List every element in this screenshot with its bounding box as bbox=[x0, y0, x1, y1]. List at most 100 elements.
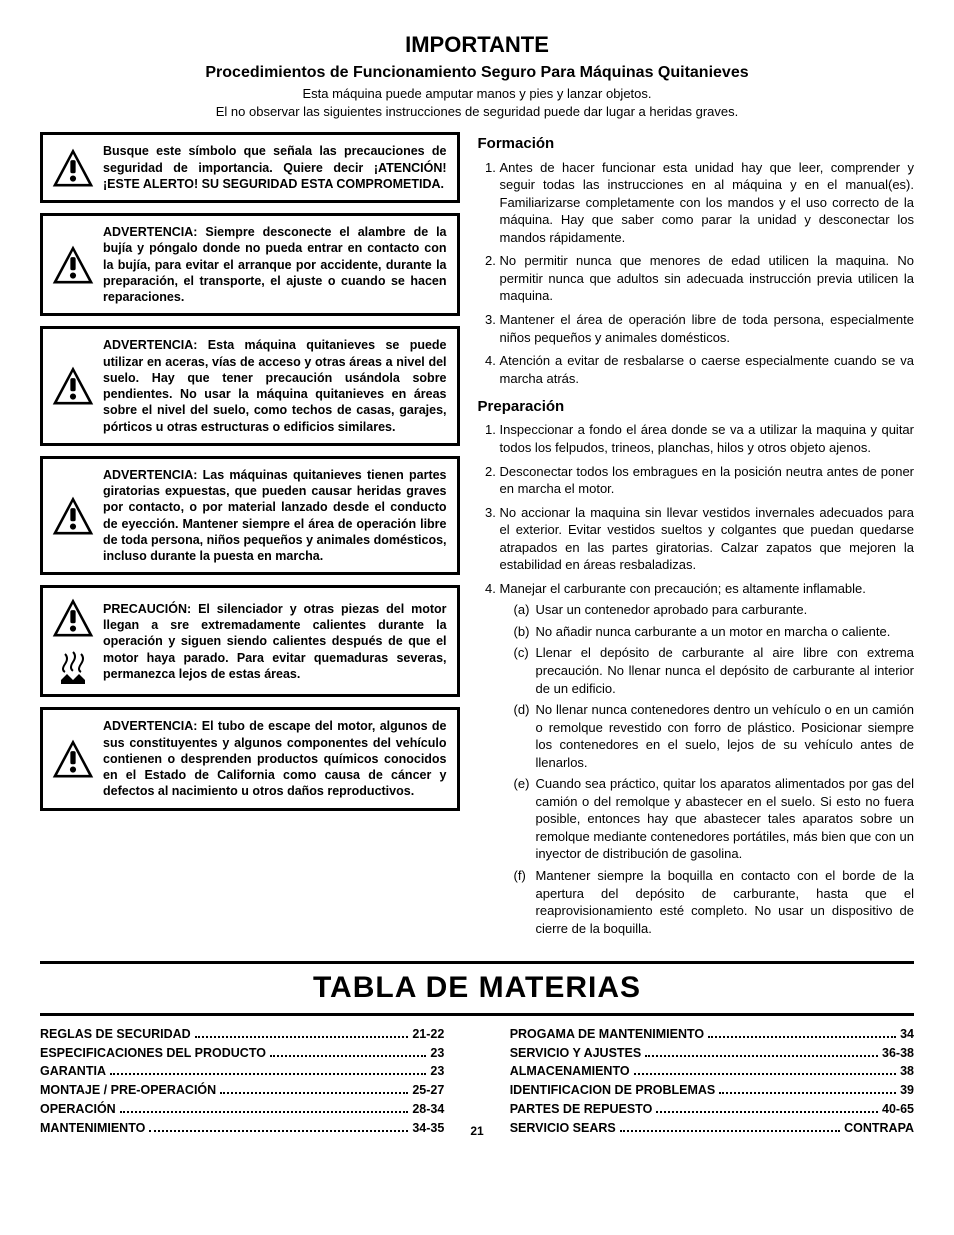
warning-icon-column bbox=[51, 243, 95, 287]
toc-label: REGLAS DE SECURIDAD bbox=[40, 1026, 191, 1043]
page-number: 21 bbox=[470, 1123, 483, 1139]
toc-page: 34-35 bbox=[412, 1120, 444, 1137]
preparacion-item: No accionar la maquina sin llevar vestid… bbox=[500, 504, 914, 574]
warning-triangle-icon bbox=[51, 494, 95, 538]
toc-row: SERVICIO Y AJUSTES 36-38 bbox=[510, 1045, 914, 1062]
warning-icon-column bbox=[51, 364, 95, 408]
toc-row: MONTAJE / PRE-OPERACIÓN 25-27 bbox=[40, 1082, 444, 1099]
toc-label: SERVICIO Y AJUSTES bbox=[510, 1045, 642, 1062]
formacion-heading: Formación bbox=[478, 134, 914, 154]
toc-dots bbox=[270, 1055, 426, 1057]
preparacion-subitem: (d)No llenar nunca contenedores dentro u… bbox=[514, 701, 914, 771]
preparacion-item: Manejar el carburante con precaución; es… bbox=[500, 580, 914, 937]
toc-dots bbox=[645, 1055, 878, 1057]
header-line-1: Esta máquina puede amputar manos y pies … bbox=[40, 85, 914, 103]
toc-label: GARANTIA bbox=[40, 1063, 106, 1080]
toc-row: REGLAS DE SECURIDAD 21-22 bbox=[40, 1026, 444, 1043]
warning-triangle-icon bbox=[51, 737, 95, 781]
toc-dots bbox=[634, 1073, 897, 1075]
header-line-2: El no observar las siguientes instruccio… bbox=[40, 103, 914, 121]
toc-dots bbox=[708, 1036, 896, 1038]
preparacion-heading: Preparación bbox=[478, 397, 914, 417]
toc-label: ALMACENAMIENTO bbox=[510, 1063, 630, 1080]
toc-page: 40-65 bbox=[882, 1101, 914, 1118]
toc-page: 21-22 bbox=[412, 1026, 444, 1043]
toc-page: 34 bbox=[900, 1026, 914, 1043]
toc-row: GARANTIA 23 bbox=[40, 1063, 444, 1080]
preparacion-sublist: (a)Usar un contenedor aprobado para carb… bbox=[500, 601, 914, 937]
document-header: IMPORTANTE Procedimientos de Funcionamie… bbox=[40, 30, 914, 120]
main-columns: Busque este símbolo que señala las preca… bbox=[40, 132, 914, 947]
formacion-item: Atención a evitar de resbalarse o caerse… bbox=[500, 352, 914, 387]
warning-box: ADVERTENCIA: Esta máquina quitanieves se… bbox=[40, 326, 460, 446]
divider-bottom bbox=[40, 1013, 914, 1016]
warning-box: ADVERTENCIA: El tubo de escape del motor… bbox=[40, 707, 460, 810]
warning-icon-column bbox=[51, 494, 95, 538]
warning-icon-column bbox=[51, 737, 95, 781]
warning-triangle-icon bbox=[51, 364, 95, 408]
toc-page: 38 bbox=[900, 1063, 914, 1080]
toc-page: 39 bbox=[900, 1082, 914, 1099]
toc-row: OPERACIÓN 28-34 bbox=[40, 1101, 444, 1118]
toc-label: IDENTIFICACION DE PROBLEMAS bbox=[510, 1082, 716, 1099]
toc-label: MONTAJE / PRE-OPERACIÓN bbox=[40, 1082, 216, 1099]
formacion-list: Antes de hacer funcionar esta unidad hay… bbox=[478, 159, 914, 388]
toc-row: ALMACENAMIENTO 38 bbox=[510, 1063, 914, 1080]
toc-dots bbox=[220, 1092, 408, 1094]
toc-page: 23 bbox=[430, 1045, 444, 1062]
preparacion-subitem: (f)Mantener siempre la boquilla en conta… bbox=[514, 867, 914, 937]
toc-dots bbox=[195, 1036, 409, 1038]
preparacion-subitem: (c)Llenar el depósito de carburante al a… bbox=[514, 644, 914, 697]
main-title: IMPORTANTE bbox=[40, 30, 914, 60]
toc-label: ESPECIFICACIONES DEL PRODUCTO bbox=[40, 1045, 266, 1062]
warning-box: PRECAUCIÓN: El silenciador y otras pieza… bbox=[40, 585, 460, 697]
warning-text: PRECAUCIÓN: El silenciador y otras pieza… bbox=[103, 601, 447, 682]
preparacion-item: Inspeccionar a fondo el área donde se va… bbox=[500, 421, 914, 456]
left-column: Busque este símbolo que señala las preca… bbox=[40, 132, 460, 947]
warning-box: Busque este símbolo que señala las preca… bbox=[40, 132, 460, 203]
preparacion-list: Inspeccionar a fondo el área donde se va… bbox=[478, 421, 914, 937]
toc-label: OPERACIÓN bbox=[40, 1101, 116, 1118]
formacion-item: Mantener el área de operación libre de t… bbox=[500, 311, 914, 346]
toc-dots bbox=[656, 1111, 878, 1113]
toc-page: 25-27 bbox=[412, 1082, 444, 1099]
toc-row: ESPECIFICACIONES DEL PRODUCTO 23 bbox=[40, 1045, 444, 1062]
toc-dots bbox=[149, 1130, 408, 1132]
toc-columns: REGLAS DE SECURIDAD 21-22 ESPECIFICACIONES… bbox=[40, 1026, 914, 1139]
toc-page: CONTRAPA bbox=[844, 1120, 914, 1137]
toc-page: 23 bbox=[430, 1063, 444, 1080]
toc-row: SERVICIO SEARS CONTRAPA bbox=[510, 1120, 914, 1137]
warning-triangle-icon bbox=[51, 146, 95, 190]
preparacion-subitem: (e)Cuando sea práctico, quitar los apara… bbox=[514, 775, 914, 863]
toc-label: SERVICIO SEARS bbox=[510, 1120, 616, 1137]
warning-text: Busque este símbolo que señala las preca… bbox=[103, 143, 447, 192]
warning-icon-column bbox=[51, 146, 95, 190]
right-column: Formación Antes de hacer funcionar esta … bbox=[478, 132, 914, 947]
warning-triangle-icon bbox=[51, 596, 95, 640]
toc-dots bbox=[120, 1111, 409, 1113]
warning-text: ADVERTENCIA: Siempre desconecte el alamb… bbox=[103, 224, 447, 305]
hot-surface-icon bbox=[53, 646, 93, 686]
toc-dots bbox=[620, 1130, 840, 1132]
warning-text: ADVERTENCIA: Esta máquina quitanieves se… bbox=[103, 337, 447, 435]
warning-icon-column bbox=[51, 596, 95, 686]
toc-row: IDENTIFICACION DE PROBLEMAS 39 bbox=[510, 1082, 914, 1099]
toc-label: PARTES DE REPUESTO bbox=[510, 1101, 653, 1118]
warning-triangle-icon bbox=[51, 243, 95, 287]
warning-box: ADVERTENCIA: Las máquinas quitanieves ti… bbox=[40, 456, 460, 576]
toc-label: MANTENIMIENTO bbox=[40, 1120, 145, 1137]
warning-text: ADVERTENCIA: El tubo de escape del motor… bbox=[103, 718, 447, 799]
preparacion-subitem: (a)Usar un contenedor aprobado para carb… bbox=[514, 601, 914, 619]
toc-dots bbox=[110, 1073, 426, 1075]
toc-page: 28-34 bbox=[412, 1101, 444, 1118]
warning-box: ADVERTENCIA: Siempre desconecte el alamb… bbox=[40, 213, 460, 316]
toc-title: TABLA DE MATERIAS bbox=[40, 968, 914, 1009]
toc-right: PROGAMA DE MANTENIMIENTO34SERVICIO Y AJU… bbox=[510, 1026, 914, 1139]
subtitle: Procedimientos de Funcionamiento Seguro … bbox=[40, 62, 914, 84]
toc-page: 36-38 bbox=[882, 1045, 914, 1062]
toc-row: PARTES DE REPUESTO 40-65 bbox=[510, 1101, 914, 1118]
toc-row: MANTENIMIENTO 34-35 bbox=[40, 1120, 444, 1137]
warning-text: ADVERTENCIA: Las máquinas quitanieves ti… bbox=[103, 467, 447, 565]
preparacion-item: Desconectar todos los embragues en la po… bbox=[500, 463, 914, 498]
formacion-item: No permitir nunca que menores de edad ut… bbox=[500, 252, 914, 305]
